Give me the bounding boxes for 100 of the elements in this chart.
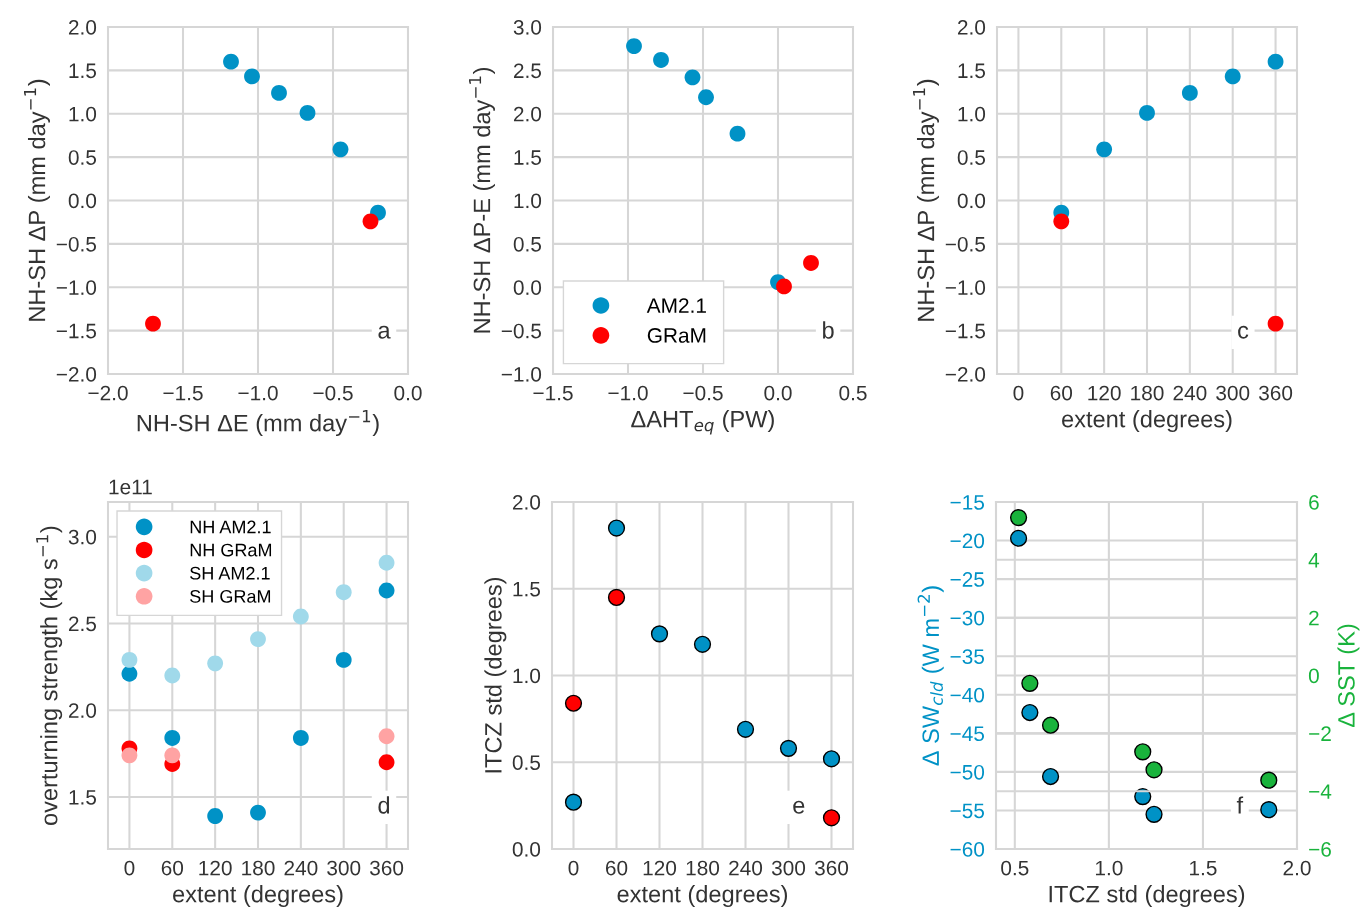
x-tick-label: 360 [369, 860, 404, 876]
x-tick-label: −0.5 [683, 385, 723, 401]
y2-tick-label: 0 [1308, 668, 1319, 684]
point [1096, 141, 1113, 158]
point [1267, 53, 1284, 70]
x-tick-label: −1.0 [238, 385, 278, 401]
y-tick-label: 2.0 [68, 20, 97, 35]
y-tick-label: 0.0 [512, 842, 541, 857]
y-axis-title: Δ SW$_{cld}$ (W m$^{−2}$) [917, 586, 944, 766]
x-tick-label: 0.0 [394, 385, 422, 401]
x-tick-label: −2.0 [88, 385, 128, 401]
point [1021, 674, 1039, 692]
point [1009, 529, 1028, 547]
y-tick-label: −55 [950, 803, 985, 819]
point [779, 739, 798, 757]
point [822, 750, 841, 768]
legend-label: AM2.1 [646, 298, 706, 313]
point [362, 213, 379, 230]
y-tick-label: −20 [950, 533, 985, 549]
point [650, 625, 669, 643]
y-tick-label: −15 [950, 495, 985, 510]
legend-label: GRaM [647, 328, 706, 343]
x-tick-label: 0 [124, 860, 135, 876]
point [299, 104, 316, 121]
x-tick-label: −1.5 [163, 385, 203, 401]
point [335, 651, 352, 668]
y-tick-label: −40 [950, 687, 985, 703]
x-tick-label: 60 [1050, 385, 1073, 401]
x-tick-label: 1.5 [1190, 860, 1217, 876]
point [803, 255, 819, 271]
y-tick-label: 1.5 [69, 790, 97, 805]
x-tick-label: 240 [284, 860, 318, 876]
x-tick-label: 0 [1013, 385, 1024, 401]
x-tick-label: 180 [1131, 385, 1164, 401]
legend-label: NH AM2.1 [190, 520, 271, 534]
x-tick-label: −0.5 [313, 385, 353, 401]
x-tick-label: 180 [686, 860, 720, 876]
y2-tick-label: 4 [1308, 553, 1320, 568]
point [1009, 509, 1028, 527]
x-tick-label: 60 [605, 860, 628, 876]
y2-tick-label: −6 [1309, 842, 1331, 857]
y-tick-label: −2.0 [945, 367, 986, 382]
x-tick-label: 300 [771, 860, 806, 876]
point [250, 631, 266, 647]
x-tick-label: 360 [1258, 385, 1293, 401]
annotation: d [378, 796, 390, 814]
point [684, 69, 701, 86]
y-tick-label: 2.0 [68, 703, 97, 718]
y-tick-label: −45 [950, 726, 985, 742]
x-tick-label: 300 [327, 860, 361, 876]
annotation: f [1236, 796, 1244, 814]
y-tick-label: 0.5 [68, 150, 97, 165]
point [292, 608, 309, 625]
y-tick-label: −0.5 [945, 236, 986, 252]
y-tick-label: 2.0 [512, 495, 541, 510]
point [626, 38, 642, 54]
y-tick-label: −25 [950, 572, 985, 587]
annotation: e [793, 800, 805, 814]
y-tick-label: 1.5 [958, 63, 986, 79]
y-axis-title: ITCZ std (degrees) [484, 577, 507, 773]
y-tick-label: −30 [950, 610, 985, 626]
point [250, 804, 266, 821]
y-tick-label: 0.5 [513, 236, 542, 252]
x-tick-label: 0 [568, 860, 579, 876]
point [1041, 716, 1060, 734]
y2-tick-label: 6 [1309, 495, 1319, 510]
point [607, 519, 626, 537]
legend-label: NH GRaM [190, 543, 272, 557]
y-tick-label: −60 [950, 842, 985, 857]
point [1224, 68, 1241, 85]
x-tick-label: −1.5 [533, 385, 573, 401]
y-tick-label: −1.0 [56, 280, 97, 295]
annotation: b [823, 321, 834, 339]
point [564, 793, 583, 811]
y-tick-label: 0.0 [957, 193, 986, 209]
y2-tick-label: −2 [1309, 726, 1331, 741]
point [1053, 213, 1070, 230]
y-tick-label: 1.0 [513, 668, 541, 684]
point [822, 809, 841, 827]
y-tick-label: −35 [950, 649, 985, 664]
point [378, 554, 395, 571]
point [1041, 767, 1060, 786]
x-tick-label: 0.5 [839, 385, 867, 401]
y-axis-title: NH-SH ΔP (mm day$^{−1}$) [24, 79, 50, 321]
x-tick-label: −1.0 [608, 385, 648, 401]
point [207, 808, 224, 824]
x-tick-label: 120 [1088, 385, 1121, 401]
point [1134, 743, 1152, 761]
point [1145, 761, 1163, 779]
point [121, 651, 138, 668]
point [271, 85, 287, 101]
y-tick-label: −0.5 [56, 236, 97, 252]
x-tick-label: 180 [242, 860, 275, 876]
point [1181, 85, 1198, 101]
y-tick-label: −1.5 [945, 323, 986, 339]
y-tick-label: −1.5 [56, 323, 97, 339]
x-tick-label: 300 [1216, 385, 1250, 401]
x-axis-title: extent (degrees) [617, 885, 788, 908]
x-axis-title: extent (degrees) [173, 885, 343, 908]
x-tick-label: 120 [643, 860, 677, 876]
